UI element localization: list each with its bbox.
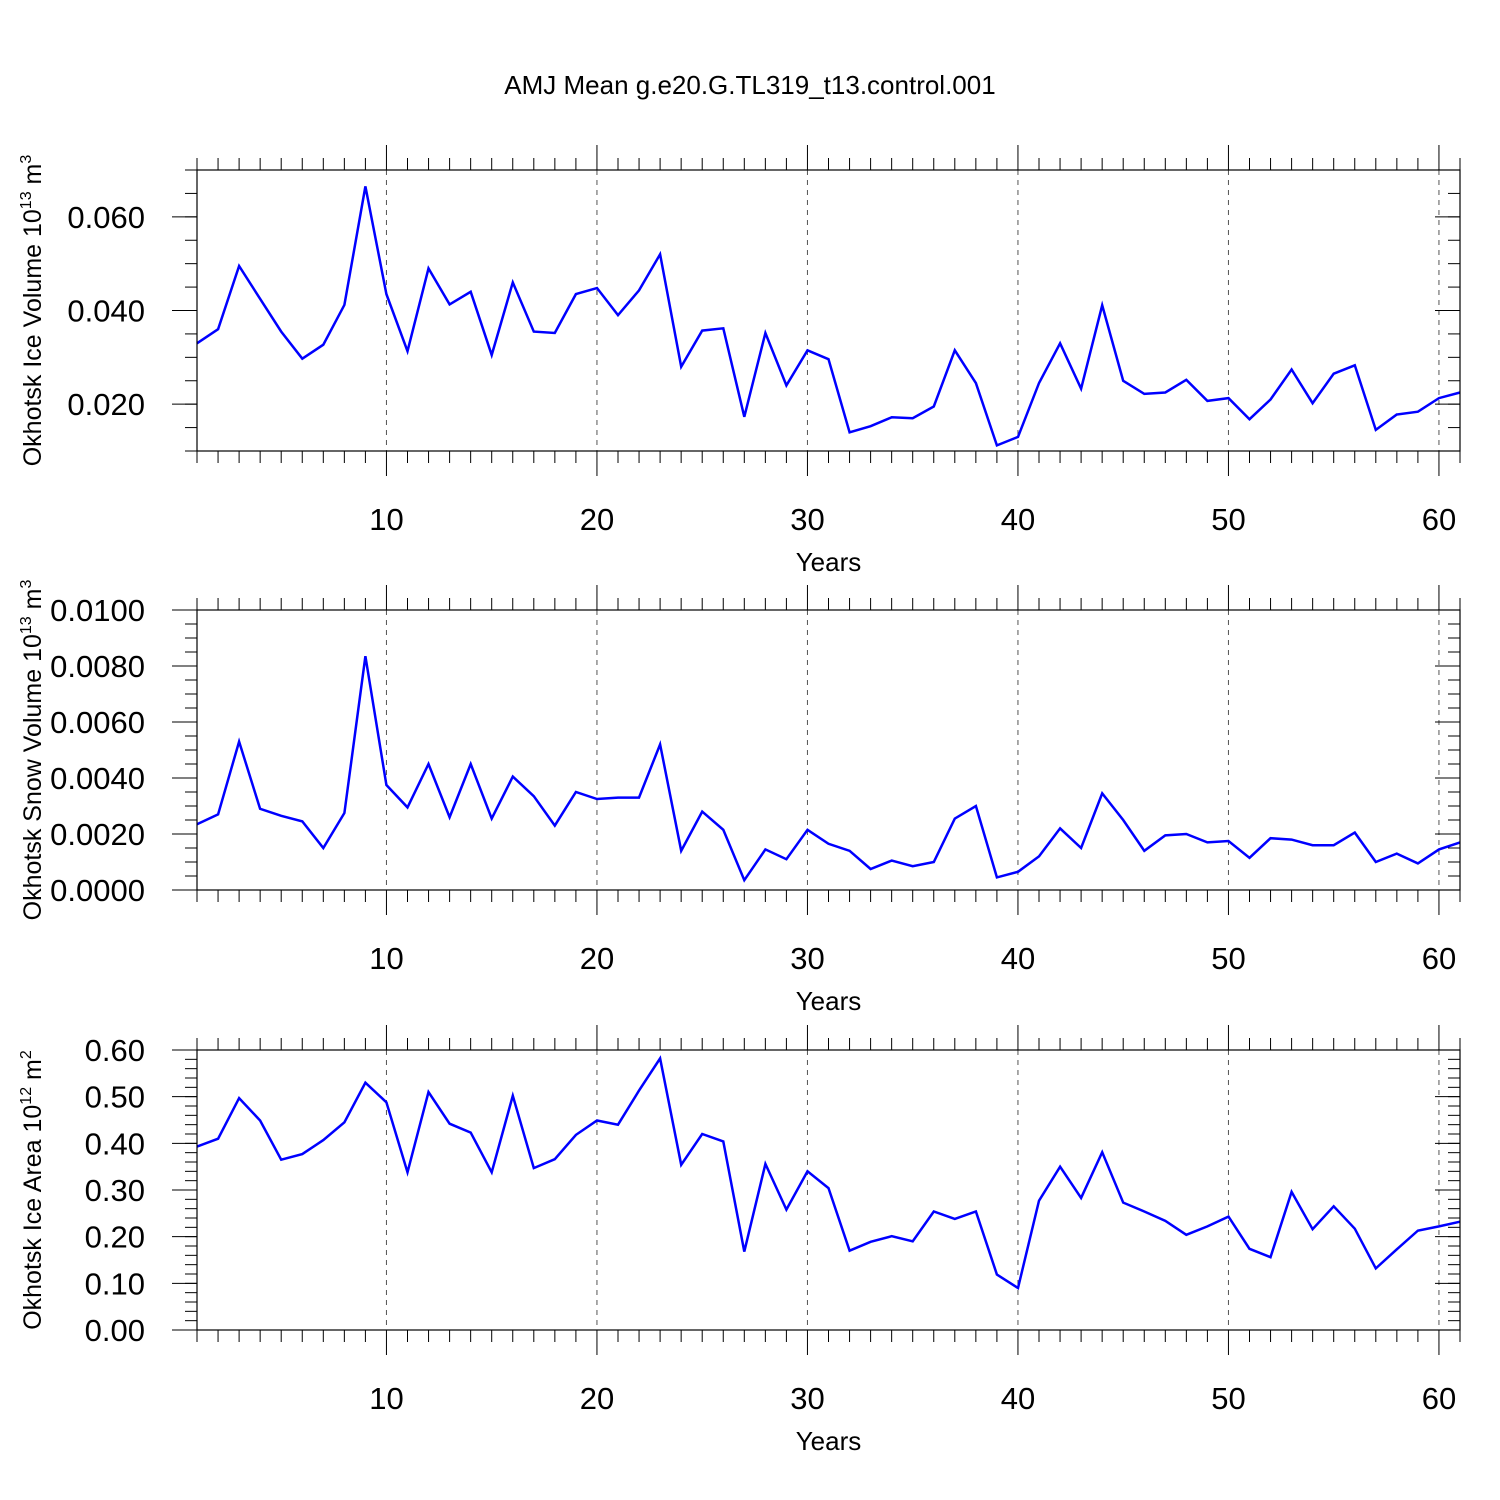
series-line-snow-volume	[196, 655, 1461, 883]
y-tick-label: 0.60	[85, 1033, 145, 1068]
plot-frame	[196, 169, 1461, 452]
x-axis-label: Years	[796, 986, 862, 1016]
y-tick-label: 0.0040	[50, 761, 145, 796]
x-tick-label: 10	[369, 1381, 403, 1416]
x-axis-label: Years	[796, 547, 862, 577]
plot-frame	[196, 609, 1461, 891]
y-tick-label: 0.0080	[50, 649, 145, 684]
x-tick-label: 10	[369, 941, 403, 976]
y-tick-label: 0.0100	[50, 593, 145, 628]
x-tick-label: 30	[790, 1381, 824, 1416]
x-tick-label: 50	[1211, 502, 1245, 537]
series-line-ice-area	[196, 1055, 1461, 1290]
x-tick-label: 50	[1211, 1381, 1245, 1416]
x-tick-label: 40	[1001, 1381, 1035, 1416]
y-tick-label: 0.50	[85, 1080, 145, 1115]
plot-frame	[196, 1049, 1461, 1331]
y-tick-label: 0.0060	[50, 705, 145, 740]
y-tick-label: 0.060	[67, 200, 145, 235]
panel-ice-area: 0.00 0.10 0.20 0.30 0.40 0.50 0.60 10 20 30 40 50 60…	[18, 1025, 1461, 1456]
x-tick-label: 30	[790, 502, 824, 537]
x-tick-label: 10	[369, 502, 403, 537]
y-tick-label: 0.40	[85, 1126, 145, 1161]
x-tick-label: 20	[580, 941, 614, 976]
x-tick-label: 40	[1001, 502, 1035, 537]
y-tick-label: 0.0000	[50, 873, 145, 908]
x-tick-label: 60	[1422, 502, 1456, 537]
y-axis-label: Okhotsk Snow Volume 1013 m3	[18, 580, 47, 921]
y-tick-label: 0.0020	[50, 817, 145, 852]
panel-ice-volume: 0.020 0.040 0.060 10 20 30 40 50 60 Years Okhotsk …	[18, 145, 1461, 577]
y-tick-label: 0.040	[67, 294, 145, 329]
y-axis-label: Okhotsk Ice Area 1012 m2	[18, 1050, 47, 1330]
x-axis-label: Years	[796, 1426, 862, 1456]
x-tick-label: 30	[790, 941, 824, 976]
y-tick-label: 0.30	[85, 1173, 145, 1208]
x-tick-label: 60	[1422, 941, 1456, 976]
y-tick-label: 0.00	[85, 1313, 145, 1348]
x-tick-label: 50	[1211, 941, 1245, 976]
x-tick-label: 20	[580, 1381, 614, 1416]
y-tick-label: 0.020	[67, 387, 145, 422]
series-line-ice-volume	[196, 186, 1461, 448]
x-tick-label: 20	[580, 502, 614, 537]
y-tick-label: 0.10	[85, 1266, 145, 1301]
y-tick-label: 0.20	[85, 1220, 145, 1255]
y-axis-label: Okhotsk Ice Volume 1013 m3	[18, 155, 47, 467]
x-tick-label: 40	[1001, 941, 1035, 976]
chart-title: AMJ Mean g.e20.G.TL319_t13.control.001	[504, 70, 995, 100]
x-tick-label: 60	[1422, 1381, 1456, 1416]
panel-snow-volume: 0.0000 0.0020 0.0040 0.0060 0.0080 0.0100 10 20…	[18, 580, 1461, 1016]
